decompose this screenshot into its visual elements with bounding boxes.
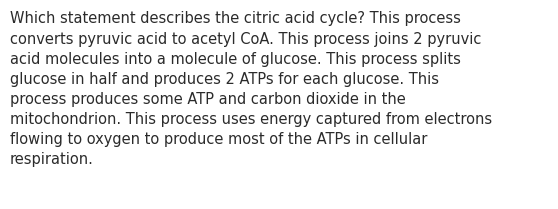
Text: Which statement describes the citric acid cycle? This process
converts pyruvic a: Which statement describes the citric aci…: [10, 11, 492, 167]
